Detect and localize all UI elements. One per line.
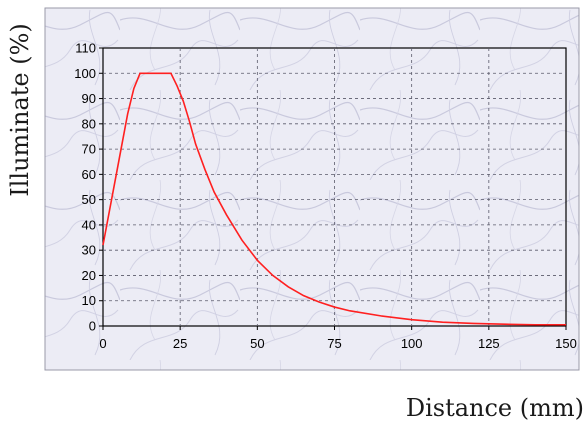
- chart-frame: [44, 7, 580, 371]
- y-tick-label: 60: [82, 167, 96, 182]
- grid: [103, 48, 566, 326]
- y-tick-label: 10: [82, 293, 96, 308]
- series-line: [102, 72, 566, 326]
- y-tick-label: 0: [89, 319, 96, 334]
- y-tick-label: 90: [82, 91, 96, 106]
- y-axis: 0 10 20 30 40 50 60 70 80 90 100 110: [74, 41, 103, 334]
- x-tick-label: 25: [173, 336, 187, 351]
- x-tick-label: 0: [99, 336, 106, 351]
- y-tick-label: 40: [82, 217, 96, 232]
- x-tick-label: 50: [250, 336, 264, 351]
- y-tick-label: 20: [82, 268, 96, 283]
- y-tick-label: 100: [74, 66, 96, 81]
- x-tick-label: 125: [478, 336, 500, 351]
- x-tick-label: 150: [555, 336, 577, 351]
- x-tick-label: 100: [401, 336, 423, 351]
- y-tick-label: 110: [75, 41, 96, 56]
- x-axis: 0 25 50 75 100 125 150: [99, 326, 577, 351]
- y-tick-label: 30: [82, 243, 96, 258]
- y-axis-title: Illuminate (%): [6, 23, 34, 197]
- y-tick-label: 80: [82, 116, 96, 131]
- x-axis-title: Distance (mm): [406, 394, 584, 422]
- y-tick-label: 70: [82, 142, 96, 157]
- x-tick-label: 75: [327, 336, 341, 351]
- y-tick-label: 50: [82, 192, 96, 207]
- series-points: [102, 73, 567, 325]
